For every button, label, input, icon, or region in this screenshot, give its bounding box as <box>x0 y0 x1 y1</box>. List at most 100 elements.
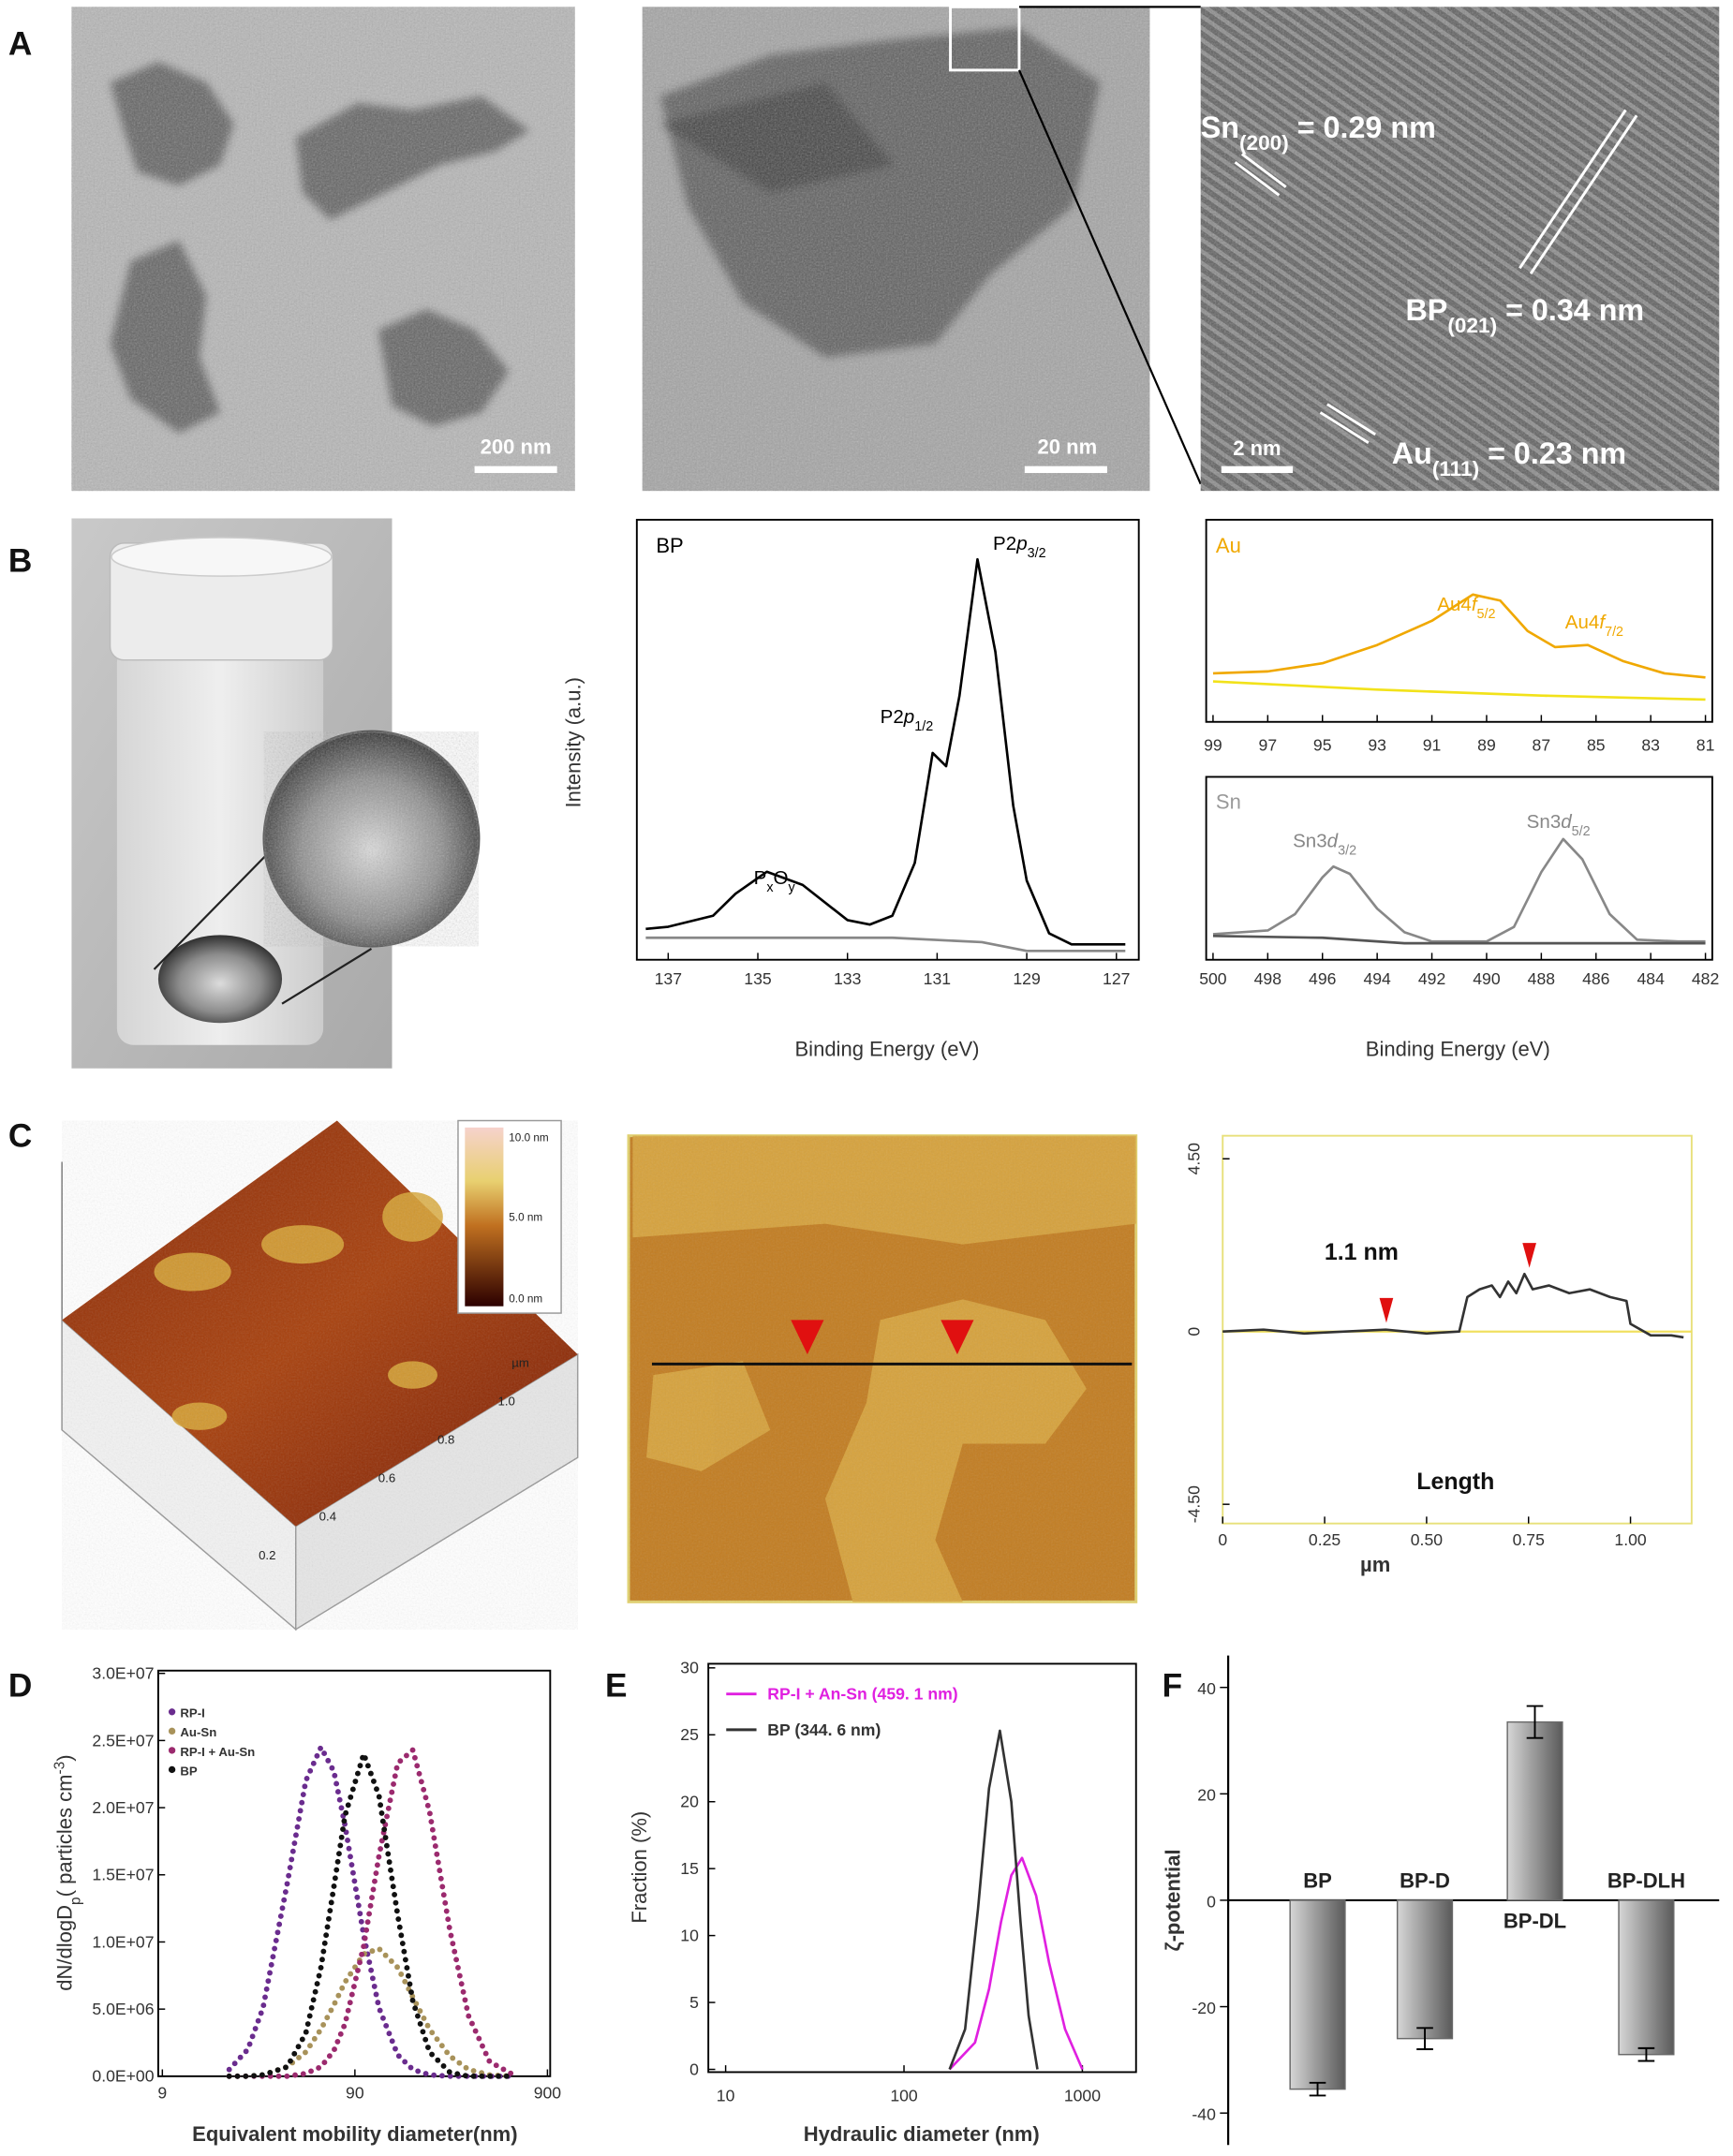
x-tick-label: 0 <box>1218 1530 1227 1549</box>
text-part: 1.1 nm <box>1325 1239 1399 1265</box>
text-part: Length <box>1416 1469 1494 1495</box>
lattice-label: BP(021) = 0.34 nm <box>1406 293 1645 337</box>
legend-label: Au-Sn <box>180 1725 216 1739</box>
x-tick-label: 496 <box>1309 969 1337 988</box>
text-part: f <box>1599 612 1607 633</box>
y-tick-label: 30 <box>680 1659 699 1677</box>
x-tick-label: 97 <box>1259 736 1278 755</box>
panel-inner-label: Sn <box>1216 790 1241 813</box>
x-tick-label: 900 <box>534 2083 562 2102</box>
text-part: 1/2 <box>914 719 933 734</box>
x-axis-label: µm <box>1360 1553 1390 1576</box>
text-part: 3/2 <box>1028 546 1046 561</box>
text-part: p <box>903 706 914 728</box>
x-tick-label: BP-DLH <box>1607 1869 1685 1893</box>
y-tick-label: -4.50 <box>1184 1485 1203 1523</box>
x-tick-label: 492 <box>1418 969 1445 988</box>
panel-inner-label: Au <box>1216 534 1241 557</box>
y-tick-label: 0 <box>1207 1892 1216 1911</box>
x-axis-label: Binding Energy (eV) <box>795 1038 980 1061</box>
x-tick-label: 135 <box>744 969 772 988</box>
marker-arrow <box>1522 1243 1536 1268</box>
y-tick-label: 40 <box>1197 1679 1216 1698</box>
text-part: ( particles cm <box>52 1774 76 1897</box>
text-part: p <box>1015 533 1027 554</box>
y-tick-label: 1.5E+07 <box>92 1866 154 1884</box>
text-part: (021) <box>1447 314 1497 337</box>
panel-label: D <box>8 1668 32 1705</box>
x-tick-label: 127 <box>1103 969 1130 988</box>
legend-swatch <box>168 1708 176 1716</box>
y-tick-label: -20 <box>1192 1999 1216 2017</box>
series-line <box>1212 680 1706 701</box>
plot-frame <box>1205 775 1713 961</box>
y-tick-label: 15 <box>680 1859 699 1878</box>
legend-label: RP-I + Au-Sn <box>180 1745 255 1759</box>
series-line <box>1212 593 1706 679</box>
scale-bar-label: 200 nm <box>481 435 552 458</box>
bar <box>1289 1899 1346 2090</box>
text-part: p <box>67 1897 83 1905</box>
afm-3d-image: 10.0 nm 5.0 nm 0.0 nm µm 1.0 0.8 0.6 0.4… <box>61 1119 579 1632</box>
afm-2d-image <box>627 1134 1138 1603</box>
series-line <box>226 1750 517 2079</box>
text-part: dN/dlogD <box>52 1905 76 1991</box>
tem-low-image: 200 nm <box>71 7 575 492</box>
y-axis-label: ζ-potential <box>1162 1849 1185 1951</box>
y-tick-label: 20 <box>680 1793 699 1811</box>
text-part: Sn <box>1201 111 1239 144</box>
x-tick-label: 99 <box>1204 736 1222 755</box>
y-tick-label: 3.0E+07 <box>92 1664 154 1683</box>
vial-photo <box>71 518 481 1069</box>
chart: 0 0.25 0.50 0.75 1.00 -4.50 0 4.50 µm 1.1 nm Lengt… <box>1184 1134 1693 1576</box>
axis-tick-label: 0.6 <box>378 1471 395 1485</box>
y-tick-label: 2.5E+07 <box>92 1731 154 1750</box>
legend-label: BP <box>180 1764 198 1778</box>
x-tick-label: 482 <box>1692 969 1719 988</box>
bar <box>1506 1720 1563 1901</box>
y-tick-label: 25 <box>680 1725 699 1744</box>
lattice-label: Sn(200) = 0.29 nm <box>1201 111 1436 154</box>
text-part: Sn3 <box>1527 811 1562 833</box>
x-tick-label: 89 <box>1477 736 1496 755</box>
text-part: ) <box>52 1754 76 1761</box>
error-bar <box>1637 2046 1655 2062</box>
text-part: d <box>1327 830 1339 851</box>
text-part: = 0.29 nm <box>1289 111 1436 144</box>
text-part: P2 <box>993 533 1016 554</box>
text-part: Sn3 <box>1293 830 1327 851</box>
annotation: P2p3/2 <box>993 533 1046 561</box>
text-part: 3/2 <box>1338 843 1356 858</box>
y-tick-label: 1.0E+07 <box>92 1932 154 1951</box>
marker-arrow <box>1379 1297 1394 1323</box>
y-tick-label: 10 <box>680 1926 699 1944</box>
axis-unit: µm <box>511 1355 529 1369</box>
plot-frame <box>1205 518 1713 723</box>
series-line <box>645 936 1126 952</box>
bar <box>1618 1899 1675 2056</box>
annotation: PxOy <box>754 867 796 895</box>
text-part: = 0.23 nm <box>1479 436 1626 470</box>
scale-bar-label: 2 nm <box>1233 436 1281 460</box>
text-part: = 0.34 nm <box>1497 293 1644 327</box>
text-part: O <box>774 867 789 889</box>
series-line <box>226 1744 517 2079</box>
x-tick-label: 85 <box>1587 736 1606 755</box>
x-tick-label: 137 <box>655 969 682 988</box>
x-tick-label: 0.75 <box>1513 1530 1545 1549</box>
text-part: 5/2 <box>1572 824 1591 839</box>
legend-label: RP-I + An-Sn (459. 1 nm) <box>767 1685 957 1704</box>
x-tick-label: 91 <box>1423 736 1442 755</box>
x-tick-label: 494 <box>1363 969 1391 988</box>
hrtem-image: Sn(200) = 0.29 nm BP(021) = 0.34 nm Au(1… <box>1200 7 1720 492</box>
text-part: -3 <box>52 1762 67 1775</box>
x-tick-label: 486 <box>1582 969 1610 988</box>
series-line <box>226 1747 517 2079</box>
text-part: P <box>754 867 767 889</box>
x-tick-label: 133 <box>834 969 862 988</box>
text-part: x <box>766 880 774 895</box>
text-part: Au4 <box>1437 594 1472 615</box>
y-axis-label: dN/dlogDp( particles cm-3) <box>52 1754 83 1990</box>
